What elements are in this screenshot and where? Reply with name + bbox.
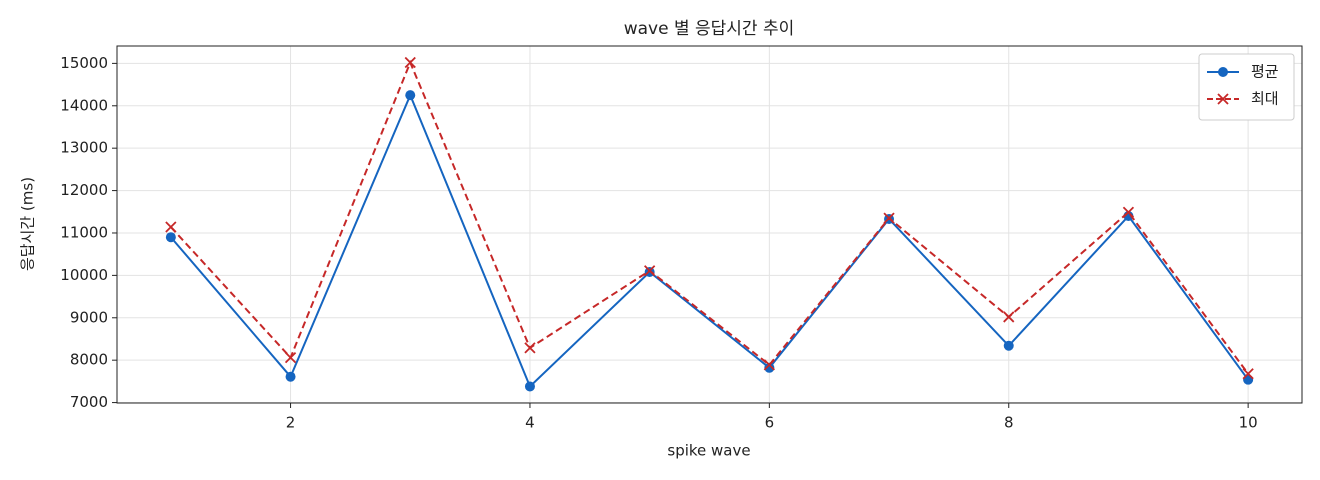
point bbox=[284, 351, 297, 364]
legend-box bbox=[1198, 53, 1295, 121]
y-tick-label: 10000 bbox=[60, 266, 108, 284]
x-tick-label: 10 bbox=[1239, 414, 1258, 432]
point bbox=[524, 381, 535, 392]
point bbox=[524, 342, 536, 354]
y-tick-label: 13000 bbox=[60, 139, 108, 157]
y-tick-label: 9000 bbox=[70, 308, 108, 326]
point bbox=[1003, 311, 1015, 323]
series-line bbox=[170, 59, 1249, 375]
series-line bbox=[170, 92, 1249, 389]
x-axis-label: spike wave bbox=[667, 442, 750, 460]
point bbox=[285, 371, 296, 382]
point bbox=[763, 359, 775, 371]
point bbox=[1242, 368, 1254, 380]
plot-frame bbox=[116, 45, 1303, 404]
point bbox=[1003, 340, 1014, 351]
legend-label: 평균 bbox=[1251, 63, 1279, 81]
x-tick-label: 2 bbox=[286, 414, 296, 432]
point bbox=[165, 232, 176, 243]
point bbox=[404, 56, 416, 69]
x-tick-label: 4 bbox=[525, 414, 535, 432]
point bbox=[764, 362, 775, 373]
y-tick-label: 15000 bbox=[60, 54, 108, 72]
point bbox=[883, 212, 895, 224]
chart-title: wave 별 응답시간 추이 bbox=[624, 19, 795, 39]
x-tick-label: 8 bbox=[1004, 414, 1014, 432]
legend-marker bbox=[1217, 93, 1229, 105]
legend-label: 최대 bbox=[1251, 90, 1279, 108]
point bbox=[405, 90, 416, 101]
y-axis-label: 응답시간 (ms) bbox=[19, 177, 37, 271]
point bbox=[644, 265, 656, 277]
y-tick-label: 8000 bbox=[70, 351, 108, 369]
legend-marker bbox=[1218, 67, 1228, 77]
y-tick-label: 11000 bbox=[60, 223, 108, 241]
y-tick-label: 14000 bbox=[60, 96, 108, 114]
point bbox=[165, 221, 177, 233]
y-tick-label: 12000 bbox=[60, 181, 108, 199]
x-tick-label: 6 bbox=[765, 414, 775, 432]
point bbox=[1122, 206, 1135, 218]
y-tick-label: 7000 bbox=[70, 393, 108, 411]
